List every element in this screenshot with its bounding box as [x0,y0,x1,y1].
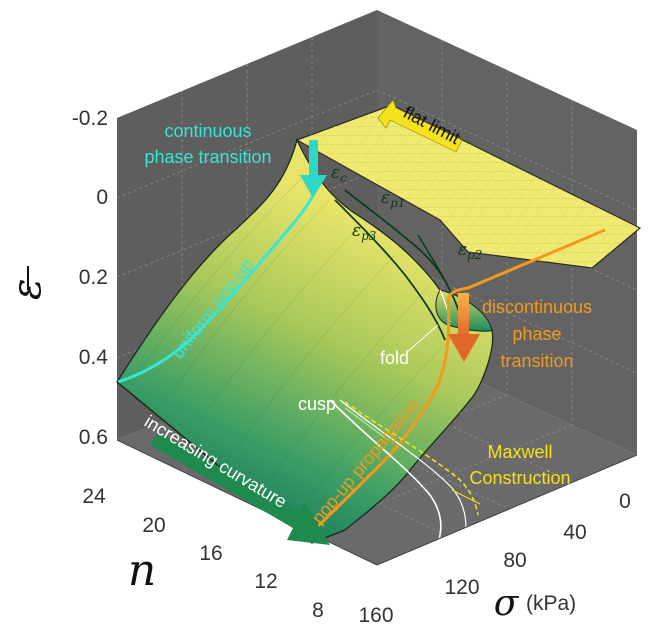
n-tick: 16 [199,542,222,565]
sigma-axis-label: σ [494,583,520,624]
n-tick: 20 [142,514,165,537]
eps-p3-label: εp3 [352,221,377,243]
discontinuous-label-1: discontinuous [482,297,592,317]
cusp-projection-solid [329,399,442,549]
eps-c-label: εc [331,163,347,185]
flat-limit-arrow [377,99,463,153]
sigma-unit-label: (kPa) [526,592,576,615]
epsilon-tick: 0 [96,186,108,209]
epsilon-tick: -0.2 [72,107,108,130]
floor-projection [329,399,479,549]
sigma-tick: 120 [444,576,479,599]
uniform-popup-path [117,184,320,384]
curve-eps-p2 [417,234,451,291]
curve-eps-p3 [334,199,446,341]
n-tick: 24 [82,485,106,508]
sigma-tick: 0 [619,490,631,513]
popup-propagation-path [310,228,606,534]
eps-p1-label: εp1 [381,188,405,210]
maxwell-projection-dashed [344,401,479,516]
epsilon-tick: 0.2 [79,266,108,289]
epsilon-tick: 0.6 [79,426,108,449]
maxwell-label-1: Maxwell [487,442,552,462]
eps-p2-label: εp2 [458,240,482,262]
sigma-axis: 0 40 80 120 160 σ (kPa) [358,490,630,625]
sigma-tick: 160 [358,604,393,625]
epsilon-axis: -0.2 0 0.2 0.4 0.6 ε [4,107,108,449]
maxwell-leader [451,489,481,505]
fold-leader [406,324,439,353]
n-axis-label: n [128,545,156,596]
epsilon-tick: 0.4 [79,346,109,369]
maxwell-label-2: Construction [469,468,570,488]
n-tick: 12 [254,570,277,593]
increasing-curvature-arrow [150,432,330,545]
continuous-label-2: phase transition [144,147,271,167]
n-axis: 24 20 16 12 8 n [82,485,324,622]
curve-eps-p1 [344,189,463,321]
cyan-down-arrow [300,140,327,198]
fold-label: fold [380,348,409,368]
cusp-label: cusp [298,394,336,414]
orange-down-arrow [448,293,480,362]
continuous-label-1: continuous [164,121,251,141]
sigma-tick: 40 [563,521,586,544]
sigma-tick: 80 [503,549,526,572]
equilibrium-surface [116,104,642,544]
discontinuous-label-2: phase [512,324,561,344]
discontinuous-label-3: transition [500,351,573,371]
cusp-leader [344,407,389,441]
n-tick: 8 [312,599,324,622]
